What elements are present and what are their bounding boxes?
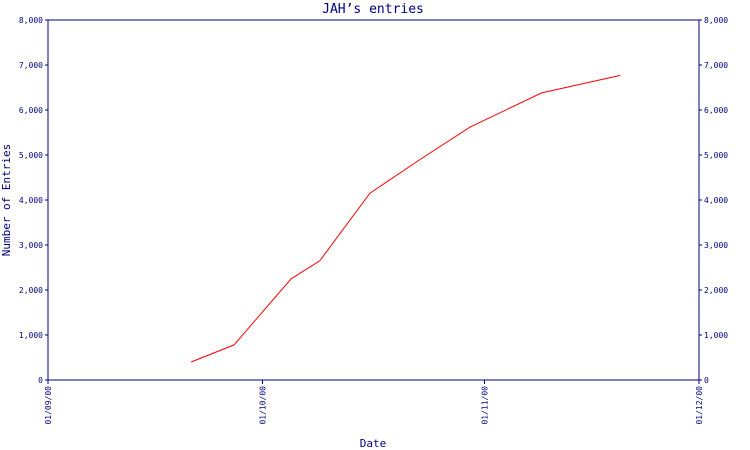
y-tick-label-left: 3,000 <box>19 241 43 250</box>
y-tick-label-right: 6,000 <box>704 106 728 115</box>
y-tick-label-right: 5,000 <box>704 151 728 160</box>
series-layer <box>190 74 621 363</box>
y-tick-label-right: 2,000 <box>704 286 728 295</box>
y-tick-label-left: 0 <box>38 376 43 385</box>
y-tick-label-left: 1,000 <box>19 331 43 340</box>
y-tick-label-right: 0 <box>704 376 709 385</box>
y-tick-label-right: 7,000 <box>704 61 728 70</box>
x-tick-label: 01/09/00 <box>44 386 53 425</box>
y-tick-label-right: 1,000 <box>704 331 728 340</box>
series-line <box>190 74 621 363</box>
axes <box>47 19 700 381</box>
x-axis-title: Date <box>360 437 387 450</box>
y-tick-label-right: 3,000 <box>704 241 728 250</box>
y-tick-label-left: 6,000 <box>19 106 43 115</box>
y-tick-label-left: 7,000 <box>19 61 43 70</box>
x-tick-label: 01/11/00 <box>480 386 489 425</box>
ticks: 0 0 1,000 1,000 2,000 2,000 3,000 3,000 4,000 4,0… <box>19 16 728 425</box>
y-tick-label-right: 8,000 <box>704 16 728 25</box>
x-tick-label: 01/12/00 <box>695 386 704 425</box>
x-tick-label: 01/10/00 <box>259 386 268 425</box>
chart-title: JAH’s entries <box>322 2 424 17</box>
y-tick-label-left: 8,000 <box>19 16 43 25</box>
y-tick-label-right: 4,000 <box>704 196 728 205</box>
y-tick-label-left: 4,000 <box>19 196 43 205</box>
y-axis-title: Number of Entries <box>0 144 13 257</box>
y-tick-label-left: 2,000 <box>19 286 43 295</box>
y-tick-label-left: 5,000 <box>19 151 43 160</box>
